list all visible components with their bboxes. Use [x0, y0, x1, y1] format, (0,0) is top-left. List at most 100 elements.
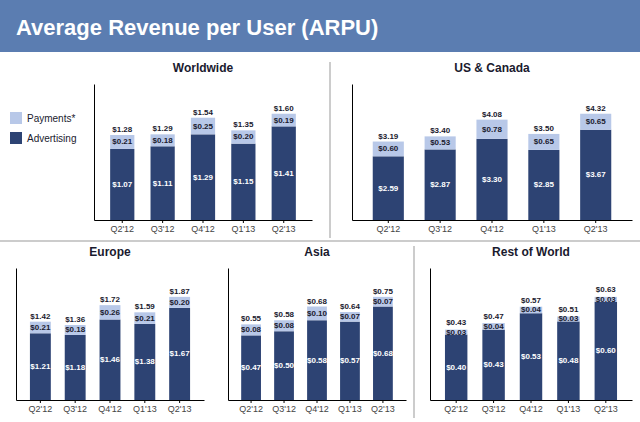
bars	[110, 114, 296, 220]
x-tick: Q2'13	[168, 400, 192, 414]
total-label: $0.68	[307, 297, 328, 306]
bar-segment	[169, 308, 190, 400]
total-label: $3.50	[534, 124, 555, 133]
value-label: $0.40	[446, 363, 467, 372]
legend-item: Payments*	[10, 112, 75, 124]
x-tick-label: Q2'13	[594, 404, 618, 414]
bars	[241, 297, 393, 400]
x-tick: Q2'13	[594, 400, 618, 414]
bar-segment	[30, 333, 51, 400]
x-tick-mark	[283, 220, 284, 223]
total-label: $1.28	[112, 125, 133, 134]
x-tick-label: Q2'12	[444, 404, 468, 414]
value-label: $0.04	[484, 322, 505, 331]
x-tick: Q3'12	[428, 220, 452, 234]
bar-segment	[373, 142, 404, 157]
y-axis-line	[352, 85, 353, 221]
x-tick-mark	[543, 220, 544, 223]
bar-segment	[191, 118, 215, 135]
y-axis-line	[228, 269, 229, 401]
value-label: $0.03	[558, 314, 579, 323]
total-label: $1.54	[193, 108, 214, 117]
value-label: $0.43	[484, 360, 505, 369]
bar-segment	[151, 134, 175, 146]
x-tick-label: Q4'12	[191, 224, 215, 234]
value-label: $0.07	[373, 297, 394, 306]
value-label: $1.15	[233, 177, 254, 186]
x-tick: Q1'13	[231, 220, 255, 234]
bar-segment	[100, 305, 121, 319]
bar-segment	[476, 139, 507, 220]
panel: US & Canada$2.59$2.87$3.30$2.85$3.67$0.6…	[353, 61, 633, 234]
value-label: $0.53	[430, 138, 451, 147]
x-tick: Q1'13	[338, 400, 362, 414]
total-label: $1.87	[170, 287, 191, 296]
bar-segment	[373, 156, 404, 220]
value-label: $0.78	[482, 125, 503, 134]
y-axis	[16, 269, 17, 401]
data-labels: $2.59$2.87$3.30$2.85$3.67$0.60$0.53$0.78…	[378, 104, 606, 193]
bar-segment	[110, 149, 134, 220]
data-labels: $1.07$1.11$1.29$1.15$1.41$0.21$0.18$0.25…	[112, 104, 294, 189]
x-tick-mark	[144, 400, 145, 403]
x-tick-mark	[203, 220, 204, 223]
x-tick: Q3'12	[151, 220, 175, 234]
panel: Asia$0.47$0.50$0.58$0.57$0.68$0.08$0.08$…	[229, 245, 407, 414]
bar-segment	[580, 130, 611, 220]
bar-segment	[307, 307, 327, 321]
x-tick-mark	[110, 400, 111, 403]
x-tick: Q4'12	[519, 400, 543, 414]
bar-segment	[231, 144, 255, 220]
x-tick: Q2'13	[371, 400, 395, 414]
value-label: $1.11	[153, 179, 173, 188]
y-axis	[94, 85, 95, 221]
value-label: $0.04	[521, 305, 542, 314]
x-tick-mark	[317, 400, 318, 403]
bar-segment	[425, 149, 456, 220]
x-tick: Q2'12	[28, 400, 52, 414]
x-axis: Q2'12Q3'12Q4'12Q1'13Q2'13	[229, 400, 407, 414]
panel-title: Rest of World	[492, 245, 570, 259]
value-label: $1.21	[30, 362, 51, 371]
total-label: $0.47	[484, 312, 505, 321]
bar-segment	[272, 114, 296, 127]
total-label: $0.63	[596, 285, 617, 294]
value-label: $0.21	[135, 314, 156, 323]
total-label: $3.40	[430, 126, 451, 135]
bars	[373, 114, 612, 220]
bar-segment	[528, 150, 559, 220]
x-tick-label: Q3'12	[63, 404, 87, 414]
x-tick-mark	[493, 400, 494, 403]
value-label: $0.65	[534, 137, 555, 146]
value-label: $2.85	[534, 180, 555, 189]
total-label: $4.32	[586, 104, 607, 113]
y-axis	[228, 269, 229, 401]
value-label: $0.47	[241, 363, 262, 372]
x-tick: Q4'12	[98, 400, 122, 414]
total-label: $3.19	[378, 132, 399, 141]
panel-title: Asia	[304, 245, 330, 259]
total-label: $1.42	[30, 312, 51, 321]
legend-label: Payments*	[27, 113, 75, 124]
value-label: $0.58	[307, 356, 328, 365]
value-label: $0.20	[170, 298, 191, 307]
x-tick-mark	[349, 400, 350, 403]
x-tick-label: Q1'13	[231, 224, 255, 234]
value-label: $0.07	[340, 312, 361, 321]
panel: Worldwide$1.07$1.11$1.29$1.15$1.41$0.21$…	[95, 61, 313, 234]
bar-segment	[425, 136, 456, 149]
value-label: $0.60	[378, 144, 399, 153]
x-axis: Q2'12Q3'12Q4'12Q1'13Q2'13	[95, 220, 313, 234]
value-label: $0.20	[233, 132, 254, 141]
x-tick-label: Q3'12	[428, 224, 452, 234]
value-label: $3.67	[586, 170, 607, 179]
x-tick-mark	[440, 220, 441, 223]
x-tick-label: Q3'12	[151, 224, 175, 234]
bar-segment	[272, 126, 296, 220]
total-label: $1.60	[274, 104, 295, 113]
bar-segment	[476, 120, 507, 139]
bar-segment	[307, 320, 327, 400]
x-tick-label: Q2'12	[376, 224, 400, 234]
value-label: $1.29	[193, 173, 214, 182]
value-label: $0.18	[65, 325, 86, 334]
